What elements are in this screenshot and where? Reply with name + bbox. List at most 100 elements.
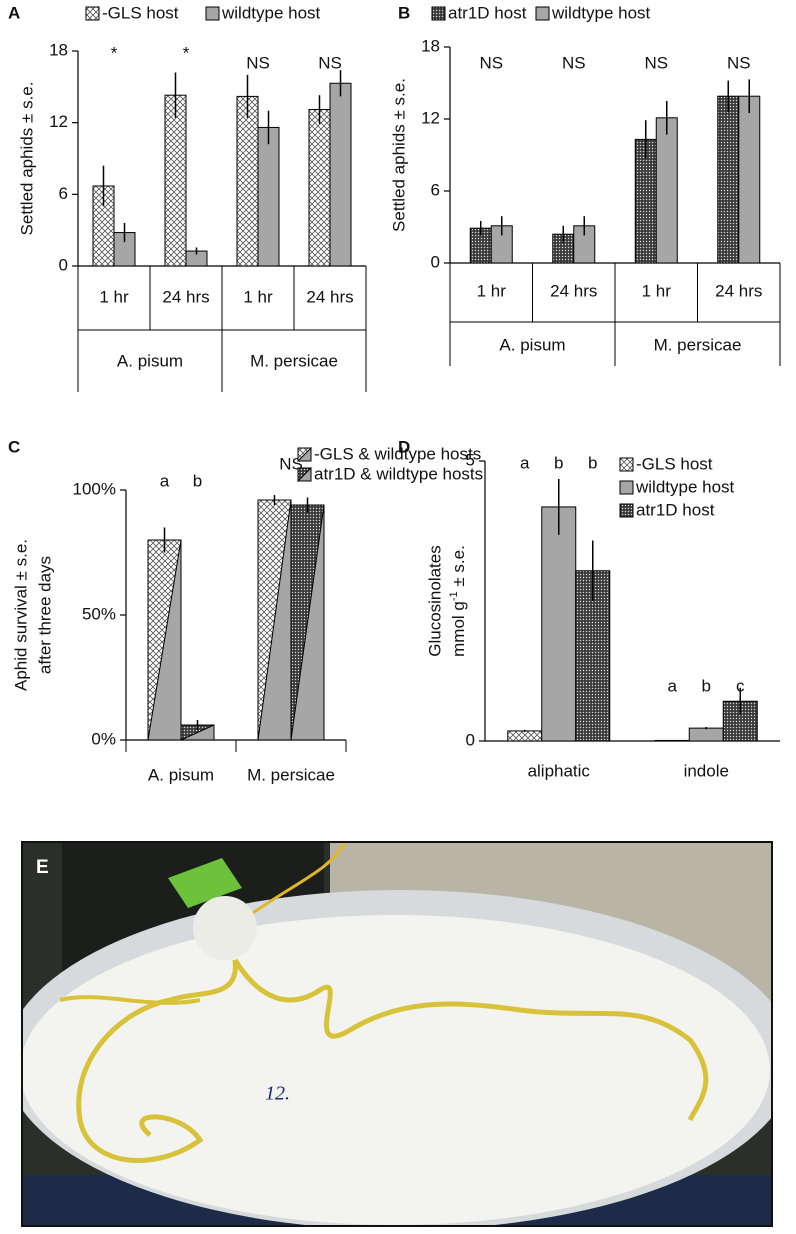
legend-swatch — [619, 503, 634, 518]
label-tag — [168, 858, 242, 908]
legend-swatch — [85, 6, 100, 21]
bar-body — [688, 727, 724, 742]
annotation: a — [160, 471, 170, 490]
bar-body — [507, 730, 543, 742]
bar-body — [738, 95, 761, 264]
annotation: b — [702, 676, 711, 695]
bar — [236, 95, 259, 267]
wire — [249, 842, 347, 917]
bar — [164, 94, 187, 267]
panel-label: C — [8, 437, 20, 456]
annotation: * — [183, 43, 190, 62]
bar-body — [541, 506, 577, 742]
legend-label: -GLS host — [636, 454, 713, 473]
x-tick-label: 1 hr — [642, 281, 672, 300]
panel-label: A — [8, 3, 20, 22]
x-tick-label: 1 hr — [99, 287, 129, 306]
annotation: NS — [644, 53, 668, 72]
y-axis-label: Settled aphids ± s.e. — [389, 78, 408, 232]
bar-body — [619, 457, 634, 472]
stem — [59, 995, 201, 1005]
group-label: M. persicae — [654, 335, 742, 354]
x-tick-label: aliphatic — [528, 761, 591, 780]
legend-label: atr1D & wildtype hosts — [314, 464, 483, 483]
y-axis-label-part: mmol g — [449, 601, 468, 657]
group-label: M. persicae — [250, 351, 338, 370]
bar-shade — [296, 446, 312, 462]
bar-body — [717, 95, 740, 264]
bar-shade — [180, 724, 215, 741]
x-tick-label: 24 hrs — [550, 281, 597, 300]
legend-label: atr1D host — [448, 3, 527, 22]
bar — [688, 727, 724, 742]
annotation: b — [554, 453, 563, 472]
bar — [507, 730, 543, 742]
panel-label: B — [398, 3, 410, 22]
legend-swatch — [296, 466, 312, 482]
bar — [717, 95, 740, 264]
legend-label: -GLS host — [102, 3, 179, 22]
dish-label: 12. — [265, 1083, 290, 1105]
photo: 12. E — [22, 842, 772, 1226]
annotation: c — [736, 676, 745, 695]
legend-swatch — [619, 480, 634, 495]
bar-shade — [290, 504, 325, 741]
annotation: b — [193, 471, 202, 490]
bar-body — [619, 480, 634, 495]
legend-label: -GLS & wildtype hosts — [314, 444, 481, 463]
y-tick-label: 5 — [466, 450, 475, 469]
bar — [257, 126, 280, 267]
bar — [308, 109, 331, 267]
bar — [655, 117, 678, 264]
annotation: NS — [279, 454, 303, 473]
y-tick-label: 18 — [421, 36, 440, 55]
bar — [541, 506, 577, 742]
stem — [76, 959, 238, 1163]
legend-label: wildtype host — [551, 3, 651, 22]
bar-body — [236, 95, 259, 267]
cotton — [193, 896, 257, 960]
y-axis-label: after three days — [35, 556, 54, 674]
legend-swatch — [619, 457, 634, 472]
y-axis-label: Glucosinolates — [425, 545, 444, 657]
y-tick-label: 50% — [82, 604, 116, 623]
y-tick-label: 0 — [431, 252, 440, 271]
x-tick-label: 1 hr — [477, 281, 507, 300]
x-tick-label: A. pisum — [148, 765, 214, 784]
legend-swatch — [296, 446, 312, 462]
panel-label: E — [36, 857, 49, 878]
bar-body — [655, 117, 678, 264]
legend-swatch — [205, 6, 220, 21]
stem — [232, 958, 709, 1122]
legend-label: wildtype host — [221, 3, 321, 22]
y-axis-label-part: -1 — [448, 591, 460, 601]
bar — [147, 539, 182, 741]
y-tick-label: 18 — [49, 40, 68, 59]
x-tick-label: 24 hrs — [306, 287, 353, 306]
legend-swatch — [535, 6, 550, 21]
x-tick-label: indole — [684, 761, 729, 780]
y-axis-label: Settled aphids ± s.e. — [17, 82, 36, 236]
annotation: * — [111, 43, 118, 62]
y-axis-label: Aphid survival ± s.e. — [11, 539, 30, 691]
annotation: NS — [562, 53, 586, 72]
y-tick-label: 6 — [59, 184, 68, 203]
bar — [257, 499, 292, 741]
bar-body — [329, 82, 352, 267]
bar-body — [619, 503, 634, 518]
bar — [290, 504, 325, 741]
bar-body — [205, 6, 220, 21]
y-tick-label: 0 — [59, 255, 68, 274]
y-tick-label: 0% — [91, 729, 116, 748]
y-tick-label: 0 — [466, 730, 475, 749]
annotation: a — [520, 453, 530, 472]
bar-body — [85, 6, 100, 21]
legend-label: wildtype host — [635, 477, 735, 496]
bar — [738, 95, 761, 264]
y-axis-label-part: ± s.e. — [449, 545, 468, 591]
x-tick-label: 24 hrs — [715, 281, 762, 300]
bar — [329, 82, 352, 267]
group-label: A. pisum — [117, 351, 183, 370]
